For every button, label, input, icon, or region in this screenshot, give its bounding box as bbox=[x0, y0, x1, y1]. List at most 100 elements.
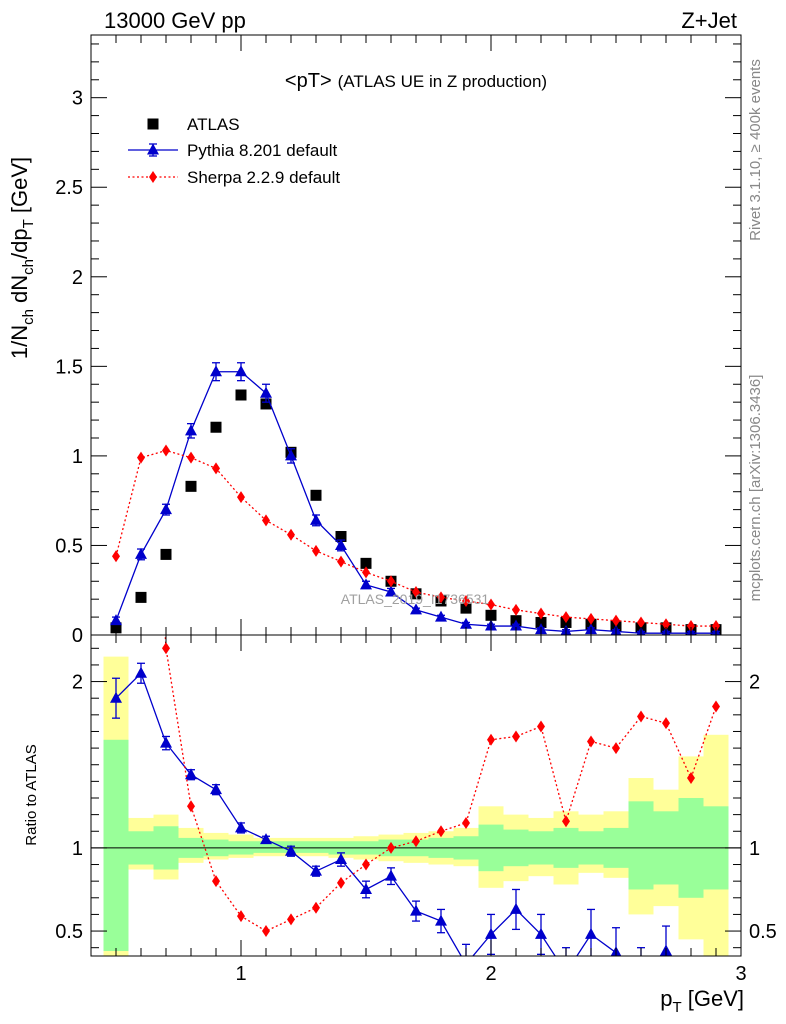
pythia-8-201-default-ratio-point bbox=[185, 768, 197, 780]
pythia-8-201-default-ratio-point bbox=[110, 691, 122, 703]
error-bar bbox=[637, 947, 645, 956]
pythia-8-201-default-ratio-point bbox=[635, 966, 647, 977]
legend-label-atlas: ATLAS bbox=[187, 115, 240, 134]
pythia-8-201-default-point bbox=[335, 538, 347, 550]
sherpa-2-2-9-default-point bbox=[162, 444, 170, 457]
pythia-8-201-default-ratio-point bbox=[585, 927, 597, 939]
sherpa-2-2-9-default-point bbox=[262, 514, 270, 527]
pythia-8-201-default-point bbox=[360, 578, 372, 590]
sherpa-2-2-9-default-point bbox=[462, 594, 470, 607]
pythia-8-201-default-ratio-point bbox=[210, 783, 222, 795]
sherpa-2-2-9-default-ratio-point bbox=[662, 717, 670, 730]
rivet-version-label: Rivet 3.1.10, ≥ 400k events bbox=[747, 59, 764, 241]
sherpa-2-2-9-default-ratio-point bbox=[287, 913, 295, 926]
stat-uncertainty-band bbox=[303, 841, 329, 853]
pythia-8-201-default-ratio-point bbox=[385, 869, 397, 881]
sherpa-2-2-9-default-point bbox=[337, 555, 345, 568]
ratio-y-tick-label-right: 2 bbox=[749, 672, 760, 694]
pythia-8-201-default-point bbox=[185, 424, 197, 436]
sherpa-2-2-9-default-point bbox=[687, 620, 695, 633]
main-y-tick-label: 1 bbox=[72, 446, 83, 468]
main-y-tick-label: 0 bbox=[72, 625, 83, 647]
plot-title-sub: (ATLAS UE in Z production) bbox=[338, 72, 547, 91]
sherpa-2-2-9-default-ratio-point bbox=[187, 800, 195, 813]
pythia-8-201-default-ratio-point bbox=[235, 821, 247, 833]
atlas-point bbox=[160, 548, 172, 560]
pythia-8-201-default-point bbox=[510, 619, 522, 631]
sherpa-2-2-9-default-ratio-point bbox=[337, 876, 345, 889]
legend-marker-pythia-8-201-default bbox=[147, 143, 159, 155]
pythia-8-201-default-point bbox=[160, 503, 172, 515]
pythia-8-201-default-point bbox=[410, 603, 422, 615]
x-tick-label: 2 bbox=[485, 963, 496, 985]
pythia-8-201-default-ratio-point bbox=[260, 833, 272, 845]
atlas-point bbox=[235, 389, 247, 401]
pythia-8-201-default-ratio-point bbox=[485, 927, 497, 939]
x-axis-label: pT [GeV] bbox=[660, 986, 744, 1016]
main-y-axis-label: 1/Nch dNch/dpT [GeV] bbox=[7, 157, 37, 359]
x-tick-label: 1 bbox=[235, 963, 246, 985]
legend-label-sherpa-2-2-9-default: Sherpa 2.2.9 default bbox=[187, 168, 340, 187]
pythia-8-201-default-ratio-point bbox=[285, 844, 297, 856]
atlas-point bbox=[310, 489, 322, 501]
sherpa-2-2-9-default-point bbox=[662, 618, 670, 631]
atlas-point bbox=[535, 616, 547, 628]
main-y-tick-label: 2 bbox=[72, 267, 83, 289]
main-y-tick-label: 0.5 bbox=[55, 535, 83, 557]
pythia-8-201-default-point bbox=[310, 513, 322, 525]
sherpa-2-2-9-default-ratio-point bbox=[462, 816, 470, 829]
sherpa-2-2-9-default-point bbox=[537, 607, 545, 620]
pythia-8-201-default-ratio-point bbox=[335, 853, 347, 865]
pythia-8-201-default-ratio-point bbox=[135, 666, 147, 678]
atlas-point bbox=[460, 602, 472, 614]
atlas-point bbox=[360, 557, 372, 569]
sherpa-2-2-9-default-ratio-point bbox=[712, 700, 720, 713]
pythia-8-201-default-point bbox=[110, 614, 122, 626]
sherpa-2-2-9-default-ratio-point bbox=[512, 730, 520, 743]
atlas-point bbox=[485, 609, 497, 621]
sherpa-2-2-9-default-point bbox=[362, 566, 370, 579]
ratio-y-tick-label: 0.5 bbox=[55, 921, 83, 943]
sherpa-2-2-9-default-ratio-point bbox=[487, 733, 495, 746]
sherpa-2-2-9-default-ratio-point bbox=[587, 735, 595, 748]
ratio-y-axis-label: Ratio to ATLAS bbox=[23, 744, 40, 845]
atlas-point bbox=[260, 398, 272, 410]
stat-uncertainty-band bbox=[253, 841, 279, 853]
pythia-8-201-default-ratio-point bbox=[310, 864, 322, 876]
sherpa-2-2-9-default-ratio-point bbox=[137, 227, 145, 239]
legend-marker-sherpa-2-2-9-default bbox=[149, 171, 157, 183]
mcplots-label: mcplots.cern.ch [arXiv:1306.3436] bbox=[747, 375, 764, 602]
legend-marker-atlas bbox=[147, 118, 159, 130]
sherpa-2-2-9-default-ratio-point bbox=[312, 901, 320, 914]
pythia-8-201-default-point bbox=[235, 365, 247, 377]
pythia-8-201-default-ratio-point bbox=[435, 914, 447, 926]
sherpa-2-2-9-default-ratio-point bbox=[562, 815, 570, 828]
pythia-8-201-default-ratio-point bbox=[360, 882, 372, 894]
sherpa-2-2-9-default-point bbox=[187, 451, 195, 464]
atlas-point bbox=[210, 421, 222, 433]
pythia-8-201-default-point bbox=[285, 449, 297, 461]
main-y-tick-label: 3 bbox=[72, 88, 83, 110]
legend: ATLAS Pythia 8.201 default Sherpa 2.2.9 de… bbox=[128, 115, 340, 187]
pythia-8-201-default-point bbox=[385, 585, 397, 597]
sherpa-2-2-9-default-ratio-point bbox=[237, 910, 245, 923]
pythia-8-201-default-ratio-point bbox=[560, 966, 572, 977]
sherpa-2-2-9-default-point bbox=[112, 550, 120, 563]
sherpa-2-2-9-default-ratio-point bbox=[612, 742, 620, 755]
atlas-point bbox=[185, 480, 197, 492]
sherpa-2-2-9-default-ratio-line bbox=[164, 635, 717, 932]
sherpa-2-2-9-default-point bbox=[412, 586, 420, 599]
sherpa-2-2-9-default-point bbox=[612, 614, 620, 627]
sherpa-2-2-9-default-ratio-point bbox=[162, 642, 170, 655]
sherpa-2-2-9-default-point bbox=[312, 544, 320, 557]
pythia-8-201-default-ratio-point bbox=[510, 902, 522, 914]
sherpa-2-2-9-default-ratio-point bbox=[262, 925, 270, 938]
pythia-8-201-default-point bbox=[435, 610, 447, 622]
header-process-label: Z+Jet bbox=[681, 8, 737, 33]
atlas-point bbox=[135, 591, 147, 603]
sherpa-2-2-9-default-ratio-point bbox=[362, 858, 370, 871]
stat-uncertainty-band bbox=[628, 801, 654, 890]
error-bar bbox=[562, 947, 570, 956]
sherpa-2-2-9-default-point bbox=[712, 620, 720, 633]
